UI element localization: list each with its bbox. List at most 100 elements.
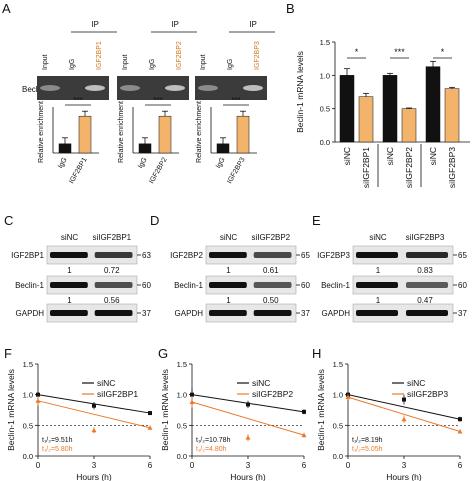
blot-col-label: siNC — [220, 233, 238, 242]
mw-label: 63 — [142, 251, 151, 260]
mw-label: 65 — [301, 251, 310, 260]
lane-label: Input — [200, 54, 207, 70]
lane-label: IgG — [149, 59, 156, 70]
x-axis-label: Hours (h) — [230, 472, 266, 481]
legend-label: siNC — [407, 378, 425, 388]
data-point — [91, 427, 97, 433]
tick-label: 1.5 — [177, 360, 187, 369]
lane-label: Input — [42, 54, 49, 70]
blot-col-label: siNC — [369, 233, 387, 242]
data-point — [458, 417, 462, 422]
tick-label: 0.0 — [333, 452, 343, 461]
y-axis-label: Beclin-1 mRNA levels — [295, 51, 305, 133]
legend-label: siNC — [252, 378, 270, 388]
blot-band — [94, 252, 133, 258]
blot-band — [253, 310, 292, 316]
tick-label: 0.0 — [23, 452, 33, 461]
ip-label: IP — [171, 20, 179, 29]
tick-label: 0 — [190, 461, 195, 470]
data-point — [147, 425, 153, 430]
tick-label: siIGF2BP3 — [447, 147, 457, 188]
blot-band — [253, 282, 292, 288]
tick-label: 3 — [402, 461, 407, 470]
tick-label: IgG — [57, 157, 69, 170]
legend-label: siNC — [97, 378, 115, 388]
blot-band — [209, 252, 247, 258]
tick-label: siNC — [428, 147, 438, 165]
tick-label: 6 — [302, 461, 307, 470]
lane-label: IgG — [69, 59, 76, 70]
panel-label: G — [158, 346, 168, 361]
tick-label: 1.5 — [23, 360, 33, 369]
tick-label: 0.0 — [177, 452, 187, 461]
half-life-label: t₁/₂=4.80h — [196, 446, 227, 453]
legend-label: siIGF2BP3 — [407, 389, 448, 399]
legend-label: siIGF2BP2 — [252, 389, 293, 399]
mw-label: 37 — [458, 309, 467, 318]
tick-label: 0.5 — [23, 421, 33, 430]
blot-row-label: IGF2BP1 — [11, 251, 44, 260]
y-axis-label: Relative enrichment — [38, 101, 45, 163]
blot-col-label: siIGF2BP1 — [92, 233, 131, 242]
gel-band — [165, 85, 185, 91]
sig-label: * — [441, 47, 445, 57]
tick-label: siNC — [342, 147, 352, 165]
half-life-label: t₁/₂=10.78h — [196, 437, 231, 444]
bar-mark — [358, 96, 374, 143]
y-axis-label: Beclin-1 mRNA levels — [160, 369, 170, 451]
series-line — [347, 394, 461, 420]
sig-label: * — [355, 47, 359, 57]
mw-label: 37 — [142, 309, 151, 318]
mw-label: 60 — [458, 281, 467, 290]
data-point — [302, 409, 306, 414]
tick-label: siIGF2BP2 — [404, 147, 414, 188]
gel-band — [198, 85, 218, 91]
bar-mark — [158, 115, 172, 154]
bar-mark — [236, 115, 250, 154]
bar-mark — [382, 75, 398, 143]
data-point — [92, 403, 96, 408]
quant-label: 0.83 — [417, 266, 433, 275]
blot-row-label: GAPDH — [16, 309, 45, 318]
blot-band — [50, 310, 88, 316]
tick-label: 3 — [246, 461, 251, 470]
data-point — [35, 398, 41, 403]
blot-band — [253, 252, 292, 258]
panel-label: F — [4, 346, 12, 361]
lane-label: IGF2BP1 — [96, 41, 103, 70]
data-point — [402, 397, 406, 402]
legend-label: siIGF2BP1 — [97, 389, 138, 399]
tick-label: 0.5 — [333, 421, 343, 430]
tick-label: IGF2BP2 — [148, 156, 169, 185]
tick-label: IGF2BP1 — [68, 156, 89, 185]
series-line — [37, 400, 151, 429]
blot-row-label: IGF2BP3 — [317, 251, 350, 260]
tick-label: siIGF2BP1 — [361, 147, 371, 188]
data-point — [189, 399, 195, 405]
series-line — [191, 401, 305, 436]
half-life-label: t₁/₂=5.80h — [42, 446, 73, 453]
tick-label: 3 — [92, 461, 97, 470]
panel-label: B — [286, 1, 295, 16]
blot-row-label: GAPDH — [322, 309, 351, 318]
quant-label: 0.72 — [104, 266, 120, 275]
blot-band — [209, 310, 247, 316]
gel-band — [40, 85, 60, 91]
half-life-label: t₁/₂=8.19h — [352, 437, 383, 444]
bar-mark — [216, 143, 230, 154]
panel-label: H — [312, 346, 321, 361]
panel-label: A — [2, 1, 11, 16]
blot-col-label: siNC — [61, 233, 79, 242]
blot-band — [406, 282, 448, 288]
panel-label: C — [4, 213, 13, 228]
mw-label: 60 — [142, 281, 151, 290]
sig-label: *** — [394, 47, 405, 57]
lane-label: IGF2BP2 — [176, 41, 183, 70]
x-axis-label: Hours (h) — [76, 472, 112, 481]
sig-label: *** — [231, 96, 240, 105]
blot-band — [406, 252, 448, 258]
tick-label: IGF2BP3 — [226, 156, 247, 185]
tick-label: 6 — [148, 461, 153, 470]
